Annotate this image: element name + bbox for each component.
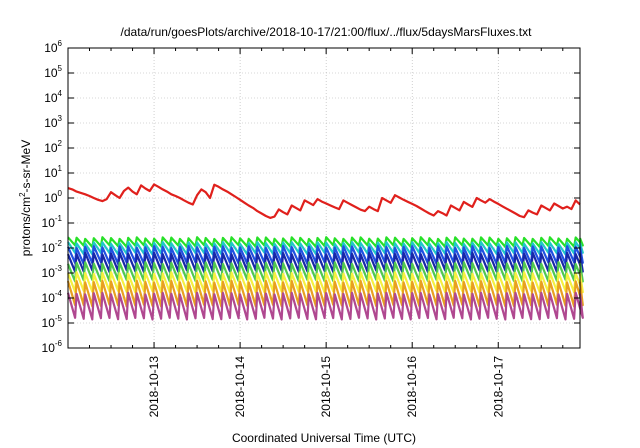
y-tick-exp: 0 [58,189,63,198]
series-line [66,261,584,283]
y-tick-label: 104 [44,89,62,105]
y-tick-exp: 5 [58,64,63,73]
y-tick-base: 10 [44,91,58,105]
y-tick-base: 10 [42,266,56,280]
series-group [66,183,584,321]
y-tick-base: 10 [42,291,56,305]
series-line [66,245,584,266]
series-line [66,291,584,321]
y-tick-exp: 2 [58,139,63,148]
series-line [67,183,581,219]
x-tick-label: 2018-10-16 [405,356,419,418]
x-tick-label: 2018-10-15 [319,356,333,418]
y-axis-label: protons/cm2-s-sr-MeV [18,140,33,256]
y-axis-label-suffix: -s-sr-MeV [19,140,33,193]
y-tick-base: 10 [44,66,58,80]
y-tick-exp: 6 [58,39,63,48]
y-tick-label: 10-6 [42,339,63,355]
x-ticks: 2018-10-13 2018-10-14 2018-10-15 2018-10-16… [89,48,564,418]
series-line [66,271,584,294]
series-line [66,279,584,308]
y-tick-exp: 3 [58,114,63,123]
y-tick-label: 106 [44,39,62,55]
y-tick-label: 105 [44,64,62,80]
y-tick-label: 10-2 [42,239,63,255]
y-tick-label: 10-3 [42,264,63,280]
chart-title: /data/run/goesPlots/archive/2018-10-17/2… [121,25,533,39]
y-tick-base: 10 [44,41,58,55]
y-tick-base: 10 [44,141,58,155]
y-tick-exp: -2 [55,239,63,248]
y-tick-label: 10-1 [42,214,63,230]
y-tick-label: 100 [44,189,62,205]
y-tick-exp: -4 [55,289,63,298]
y-tick-exp: 1 [58,164,63,173]
y-tick-base: 10 [42,316,56,330]
series-line [66,251,584,273]
x-tick-label: 2018-10-14 [233,356,247,418]
y-tick-exp: -3 [55,264,63,273]
y-tick-base: 10 [44,166,58,180]
y-tick-label: 102 [44,139,62,155]
y-ticks: 10610510410310210110010-110-210-310-410-… [42,39,580,355]
y-tick-label: 10-5 [42,314,63,330]
x-tick-label: 2018-10-13 [147,356,161,418]
x-tick-label: 2018-10-17 [491,356,505,418]
series-line [67,241,584,256]
y-tick-exp: 4 [58,89,63,98]
y-tick-base: 10 [44,116,58,130]
y-tick-exp: -5 [55,314,63,323]
y-tick-base: 10 [42,216,56,230]
y-tick-exp: -1 [55,214,63,223]
y-tick-base: 10 [42,341,56,355]
series-line [67,236,584,248]
y-tick-label: 103 [44,114,62,130]
y-tick-label: 101 [44,164,62,180]
y-tick-base: 10 [44,191,58,205]
x-axis-label: Coordinated Universal Time (UTC) [232,431,416,445]
y-axis-label-sup: 2 [18,192,27,197]
y-tick-base: 10 [42,241,56,255]
y-tick-exp: -6 [55,339,63,348]
y-tick-label: 10-4 [42,289,63,305]
y-axis-label-prefix: protons/cm [19,197,33,256]
